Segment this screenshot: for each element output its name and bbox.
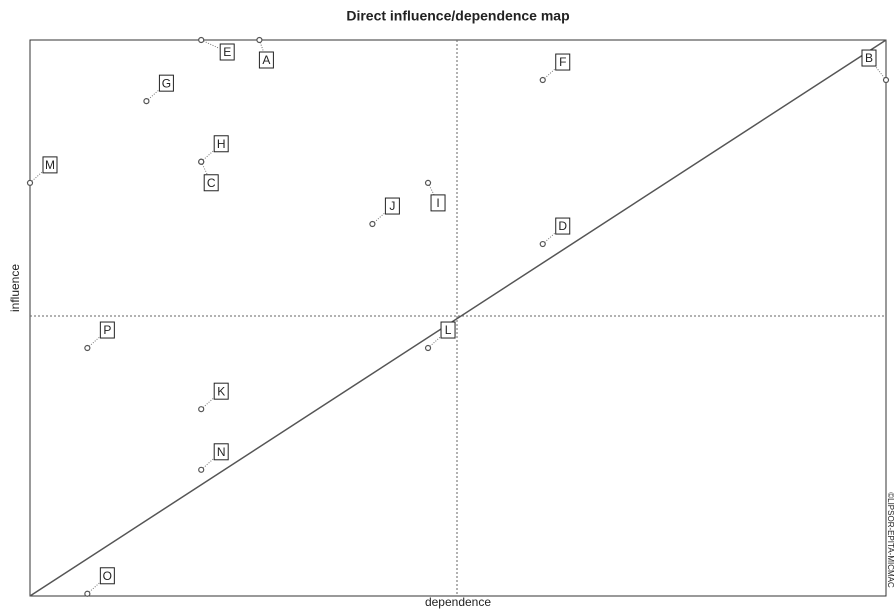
watermark: ©LIPSOR-EPITA-MICMAC xyxy=(886,492,895,588)
point xyxy=(199,407,204,412)
point xyxy=(28,180,33,185)
point xyxy=(199,467,204,472)
y-axis-label: influence xyxy=(8,264,22,312)
diagonal xyxy=(30,40,886,596)
point xyxy=(199,38,204,43)
point-label: P xyxy=(103,323,111,337)
point-label: A xyxy=(262,53,270,67)
point-label: D xyxy=(558,219,567,233)
point-label: H xyxy=(217,137,226,151)
point xyxy=(426,346,431,351)
point-label: K xyxy=(217,384,225,398)
point-label: O xyxy=(103,569,112,583)
point xyxy=(540,78,545,83)
point xyxy=(144,99,149,104)
point-label: E xyxy=(223,45,231,59)
point-label: G xyxy=(162,76,171,90)
point-label: L xyxy=(445,323,452,337)
point xyxy=(257,38,262,43)
point xyxy=(884,78,889,83)
chart-title: Direct influence/dependence map xyxy=(346,8,569,24)
point-label: I xyxy=(436,196,439,210)
point xyxy=(199,159,204,164)
point xyxy=(85,591,90,596)
point xyxy=(85,346,90,351)
point-label: C xyxy=(207,176,216,190)
point xyxy=(540,242,545,247)
point-label: N xyxy=(217,445,226,459)
point-label: M xyxy=(45,158,55,172)
point-label: F xyxy=(559,55,566,69)
point-label: J xyxy=(389,199,395,213)
point xyxy=(426,180,431,185)
point xyxy=(370,222,375,227)
chart: Direct influence/dependence map dependen… xyxy=(0,0,896,611)
x-axis-label: dependence xyxy=(425,595,491,609)
point-label: B xyxy=(865,51,873,65)
